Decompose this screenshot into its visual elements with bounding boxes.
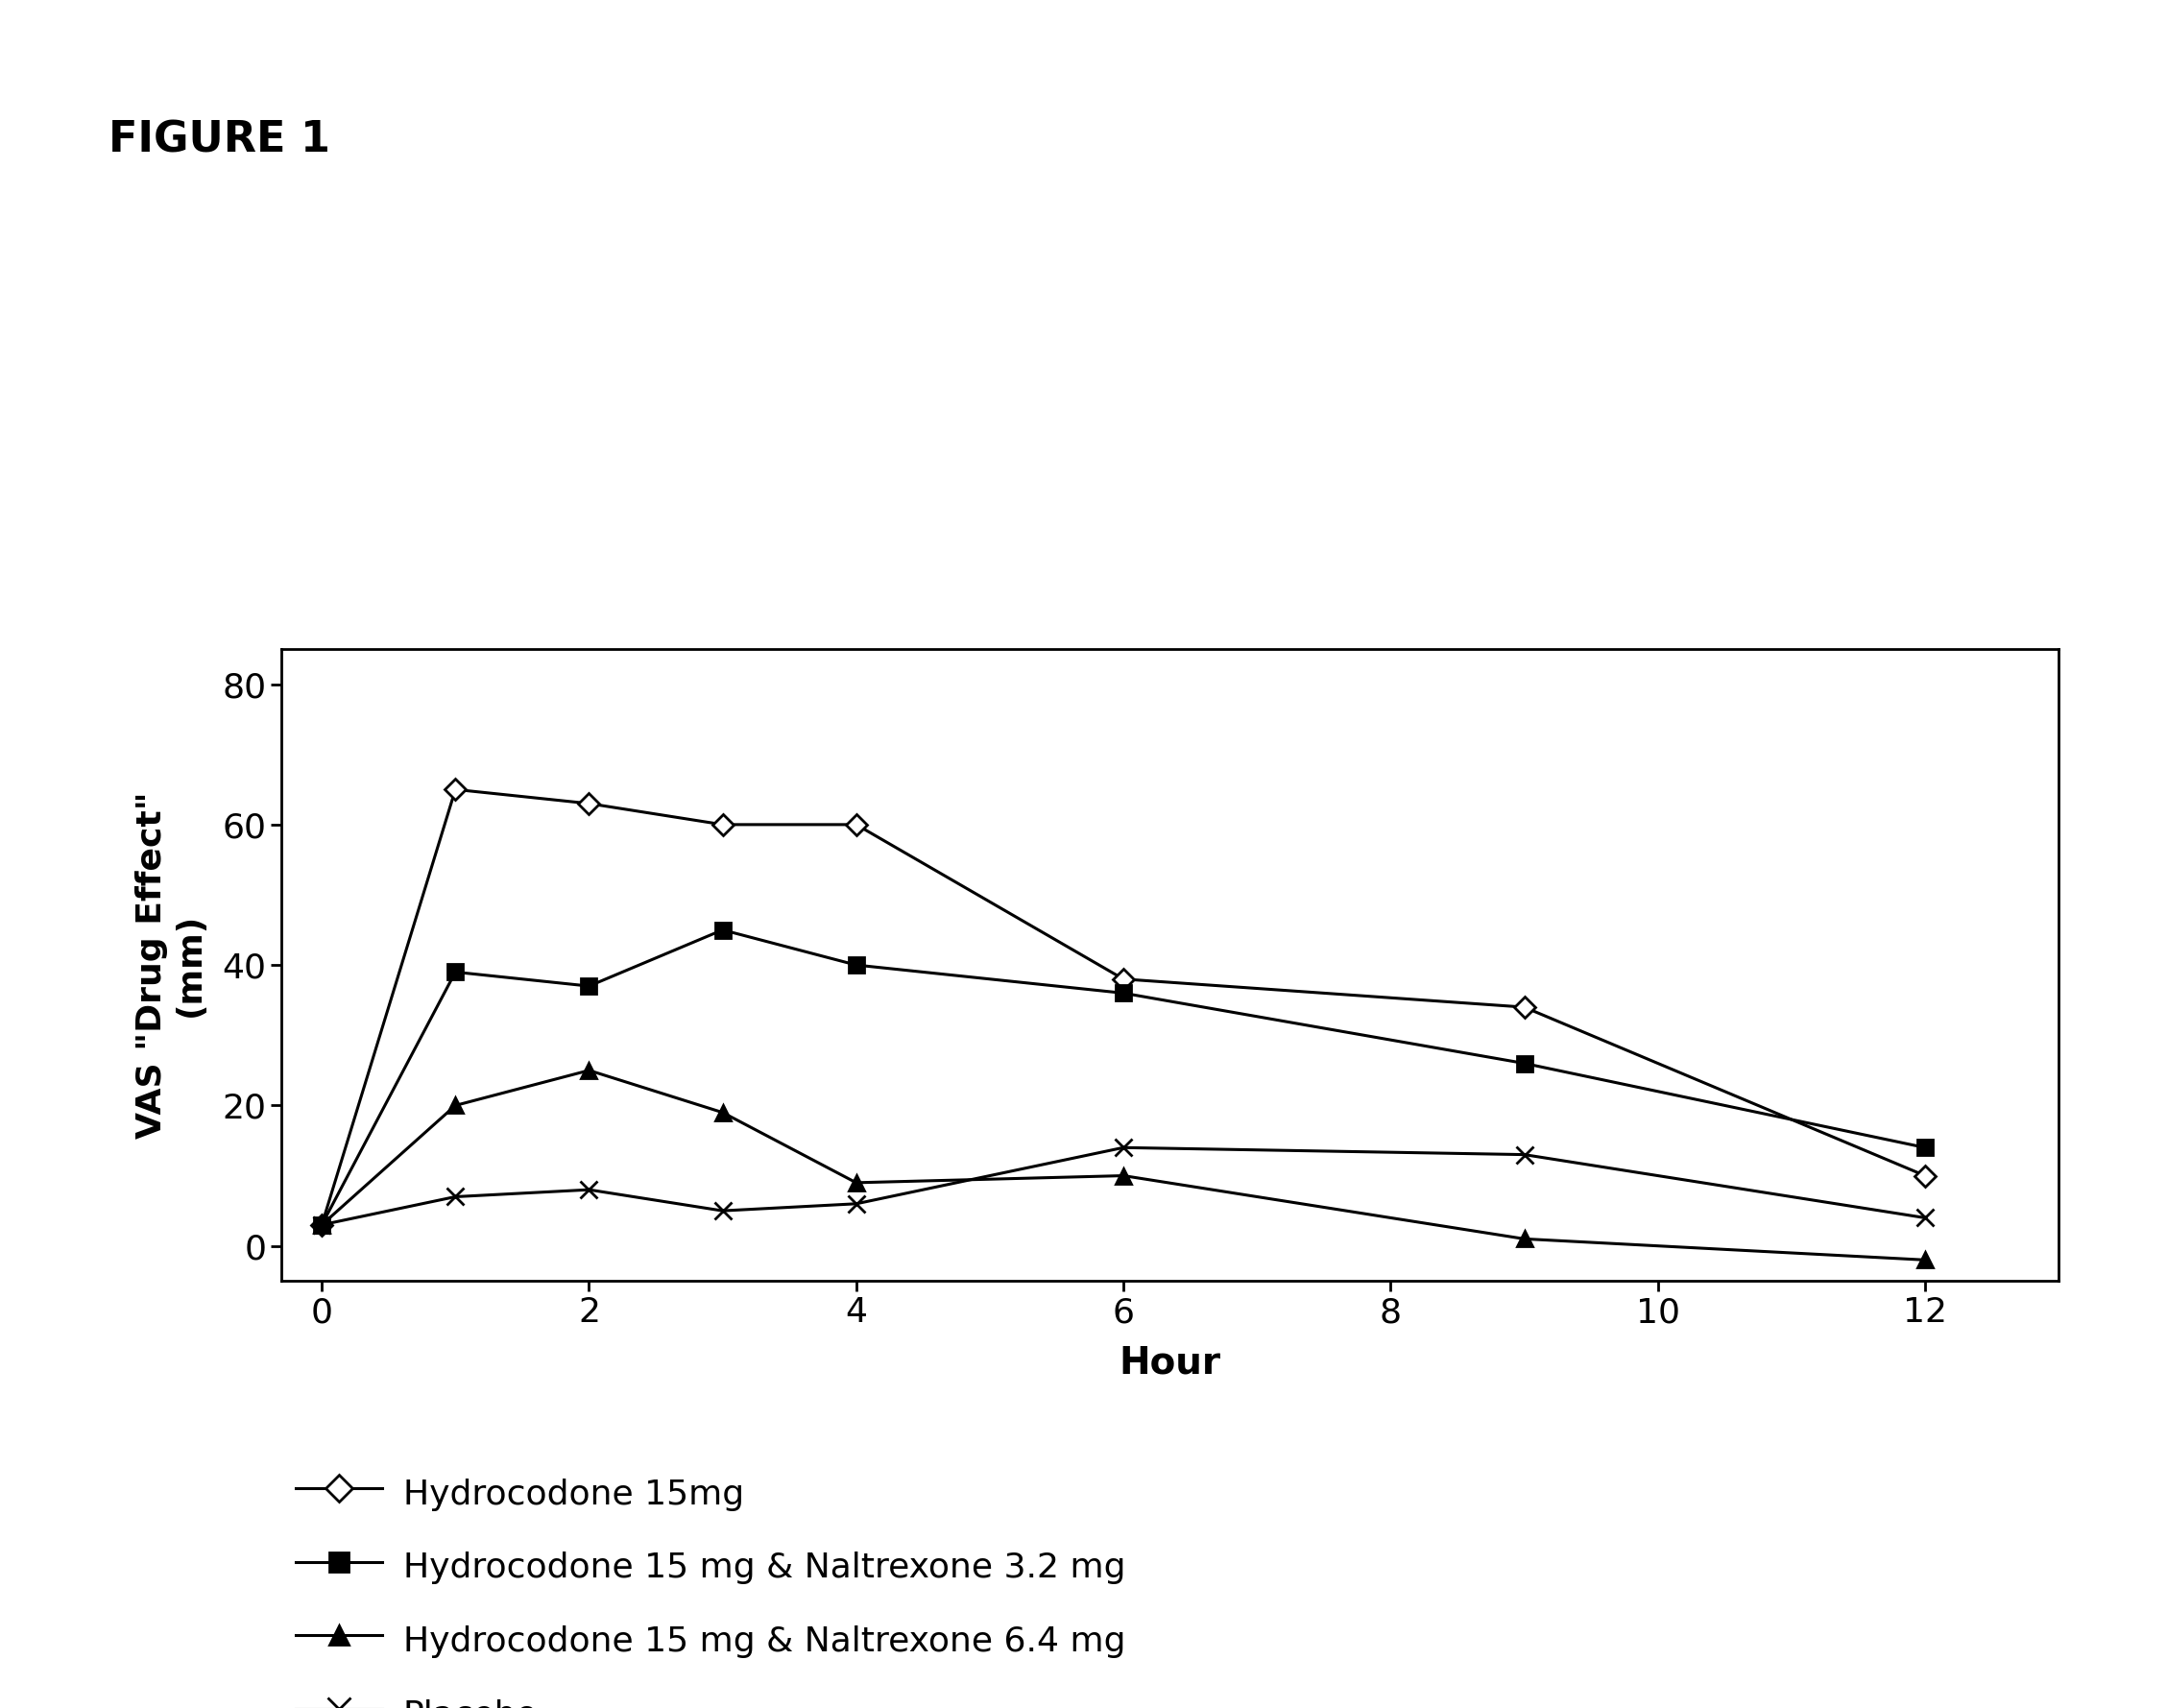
Hydrocodone 15 mg & Naltrexone 3.2 mg	[1110, 982, 1136, 1003]
Placebo	[1110, 1138, 1136, 1158]
Placebo	[709, 1201, 735, 1221]
Line: Hydrocodone 15 mg & Naltrexone 3.2 mg: Hydrocodone 15 mg & Naltrexone 3.2 mg	[314, 922, 1933, 1231]
Hydrocodone 15mg	[1911, 1165, 1937, 1185]
Hydrocodone 15 mg & Naltrexone 6.4 mg	[1110, 1165, 1136, 1185]
Hydrocodone 15mg	[576, 793, 602, 813]
Hydrocodone 15mg	[1110, 968, 1136, 989]
Placebo	[442, 1187, 468, 1208]
Placebo	[308, 1214, 334, 1235]
Placebo	[576, 1180, 602, 1201]
Hydrocodone 15 mg & Naltrexone 3.2 mg	[308, 1214, 334, 1235]
Text: FIGURE 1: FIGURE 1	[108, 120, 329, 161]
Hydrocodone 15 mg & Naltrexone 6.4 mg	[308, 1214, 334, 1235]
Hydrocodone 15mg	[308, 1214, 334, 1235]
Placebo	[843, 1194, 869, 1214]
Hydrocodone 15 mg & Naltrexone 6.4 mg	[1911, 1250, 1937, 1271]
X-axis label: Hour: Hour	[1120, 1344, 1220, 1382]
Hydrocodone 15 mg & Naltrexone 3.2 mg	[576, 975, 602, 996]
Line: Hydrocodone 15 mg & Naltrexone 6.4 mg: Hydrocodone 15 mg & Naltrexone 6.4 mg	[314, 1062, 1933, 1267]
Y-axis label: VAS "Drug Effect"
(mm): VAS "Drug Effect" (mm)	[137, 791, 206, 1139]
Hydrocodone 15mg	[709, 815, 735, 835]
Hydrocodone 15mg	[843, 815, 869, 835]
Hydrocodone 15 mg & Naltrexone 6.4 mg	[576, 1061, 602, 1081]
Hydrocodone 15 mg & Naltrexone 6.4 mg	[709, 1102, 735, 1122]
Hydrocodone 15 mg & Naltrexone 3.2 mg	[843, 955, 869, 975]
Hydrocodone 15 mg & Naltrexone 6.4 mg	[843, 1172, 869, 1192]
Legend: Hydrocodone 15mg, Hydrocodone 15 mg & Naltrexone 3.2 mg, Hydrocodone 15 mg & Nal: Hydrocodone 15mg, Hydrocodone 15 mg & Na…	[282, 1459, 1140, 1708]
Hydrocodone 15 mg & Naltrexone 3.2 mg	[442, 962, 468, 982]
Placebo	[1911, 1208, 1937, 1228]
Line: Hydrocodone 15mg: Hydrocodone 15mg	[314, 782, 1933, 1231]
Hydrocodone 15mg	[1510, 997, 1536, 1018]
Line: Placebo: Placebo	[312, 1139, 1933, 1233]
Hydrocodone 15 mg & Naltrexone 3.2 mg	[1510, 1054, 1536, 1074]
Hydrocodone 15 mg & Naltrexone 6.4 mg	[1510, 1228, 1536, 1249]
Hydrocodone 15 mg & Naltrexone 3.2 mg	[1911, 1138, 1937, 1158]
Hydrocodone 15mg	[442, 779, 468, 799]
Hydrocodone 15 mg & Naltrexone 3.2 mg	[709, 919, 735, 939]
Hydrocodone 15 mg & Naltrexone 6.4 mg	[442, 1095, 468, 1115]
Placebo	[1510, 1144, 1536, 1165]
